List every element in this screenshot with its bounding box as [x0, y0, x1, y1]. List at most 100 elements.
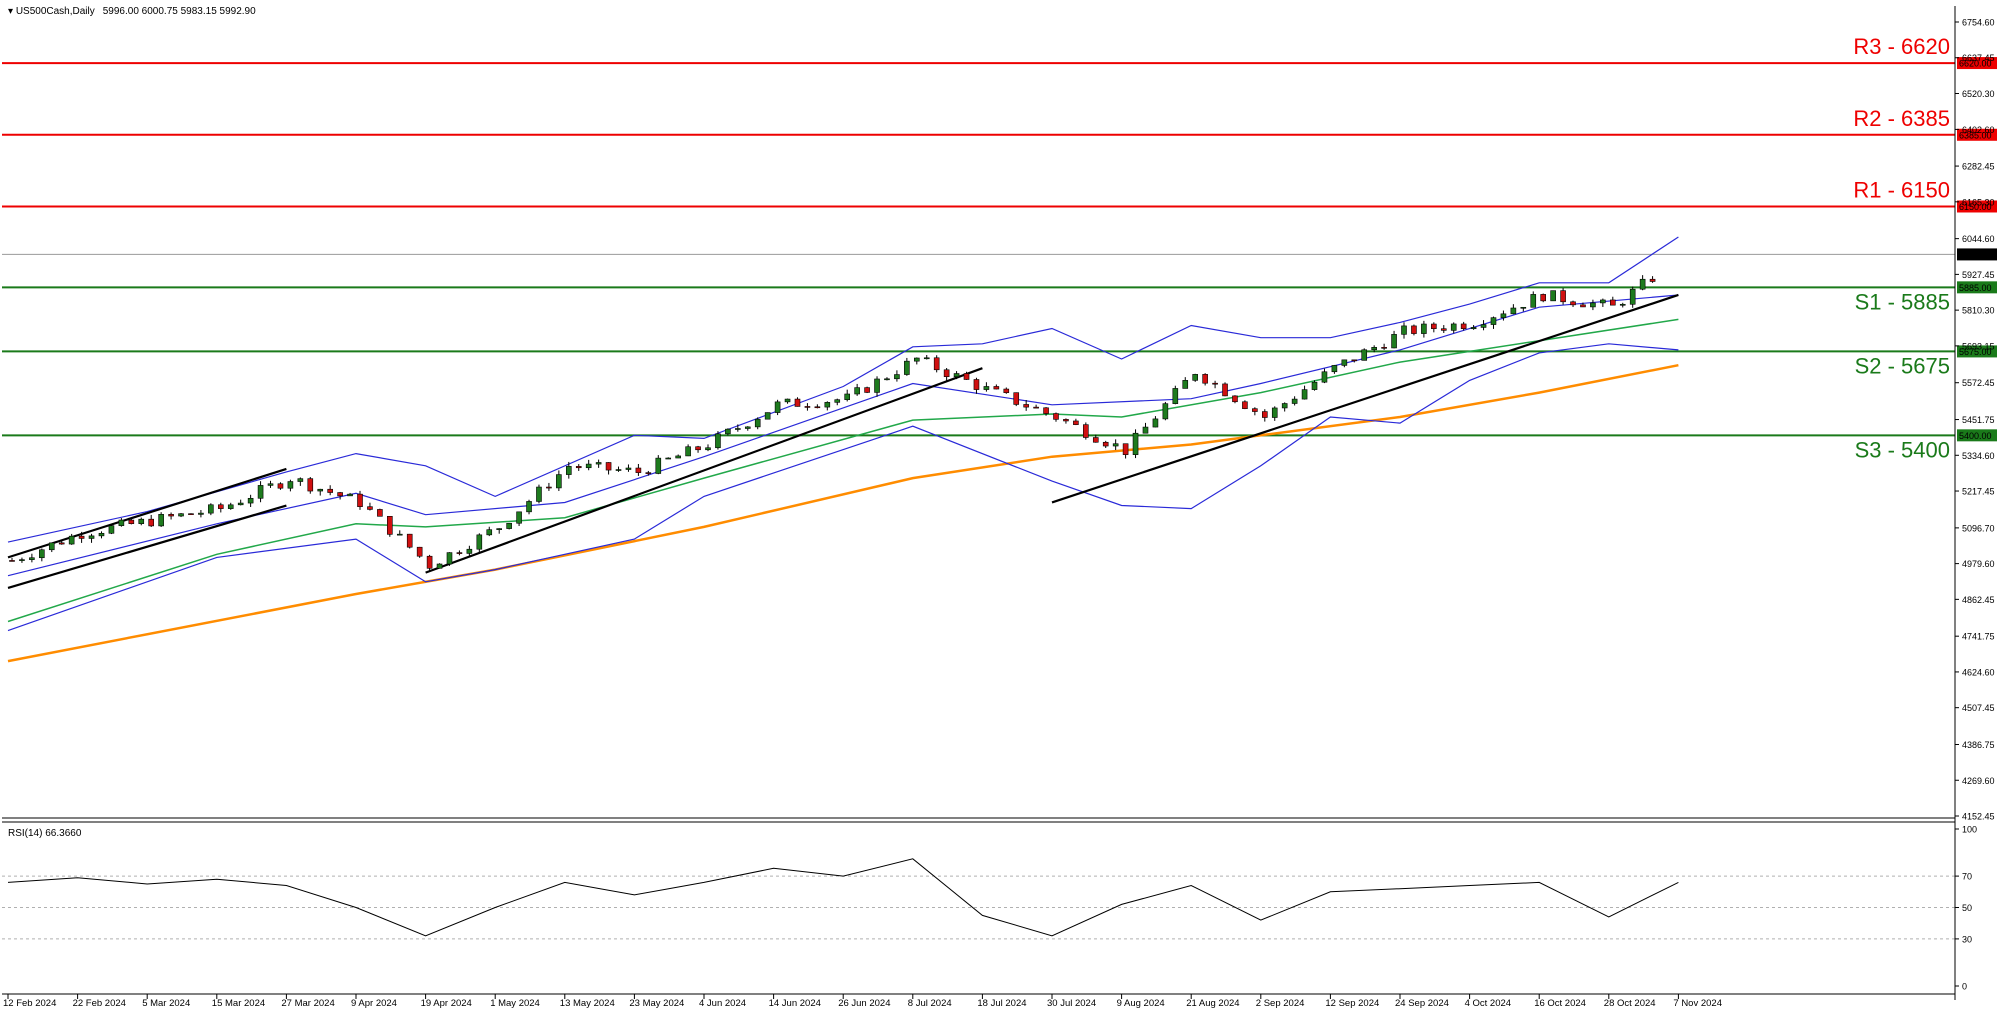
candle-body — [1152, 418, 1159, 428]
time-tick-label: 27 Mar 2024 — [281, 998, 334, 1009]
candle-body — [1500, 313, 1507, 318]
candle-body — [1232, 395, 1238, 403]
candle-body — [1013, 392, 1020, 405]
candle-body — [257, 485, 264, 499]
price-tick-label: 4269.60 — [1962, 776, 1995, 786]
trendline-3 — [425, 367, 983, 574]
candle-body — [814, 406, 821, 409]
price-tick-label: 5572.45 — [1962, 378, 1995, 388]
candle-body — [754, 418, 761, 428]
candle-body — [1401, 325, 1407, 335]
candle-body — [1341, 359, 1348, 366]
candle-body — [645, 472, 652, 474]
candle-body — [1580, 304, 1586, 308]
candle-body — [705, 447, 711, 451]
candle-body — [1252, 408, 1258, 412]
rsi-tick-label: 50 — [1962, 903, 1972, 913]
rsi-line — [7, 858, 1679, 937]
candle-body — [1440, 328, 1447, 331]
candle-body — [1351, 359, 1358, 362]
level-label-s2: S2 - 5675 — [1855, 353, 1950, 378]
price-tick-label: 4624.60 — [1962, 667, 1995, 677]
candle-body — [1291, 398, 1298, 404]
price-tick-label: 4386.75 — [1962, 740, 1995, 750]
candle-body — [48, 542, 55, 551]
candle-body — [128, 519, 135, 524]
candle-body — [78, 535, 85, 539]
level-tag-text-s2: 5675.00 — [1959, 347, 1992, 357]
candle-body — [685, 446, 691, 457]
rsi-tick-label: 70 — [1962, 872, 1972, 882]
candle-body — [1331, 365, 1338, 373]
candle-body — [1043, 407, 1049, 414]
price-tick-label: 6402.60 — [1962, 125, 1995, 135]
candle-body — [993, 386, 1000, 390]
candle-body — [297, 478, 304, 482]
candle-body — [227, 504, 234, 509]
candle-body — [1222, 383, 1228, 397]
time-tick-label: 8 Jul 2024 — [908, 998, 952, 1009]
candle-body — [884, 378, 890, 381]
price-tick-label: 4741.75 — [1962, 632, 1995, 642]
candle-body — [1102, 441, 1109, 447]
candle-body — [1520, 306, 1527, 309]
candle-body — [923, 357, 930, 360]
level-tag-r2 — [1957, 128, 1997, 141]
candle-body — [327, 488, 333, 493]
candle-body — [605, 462, 612, 471]
price-tick-label: 5334.60 — [1962, 451, 1995, 461]
candle-body — [1122, 443, 1129, 455]
time-tick-label: 28 Oct 2024 — [1604, 998, 1656, 1009]
candle-body — [744, 426, 751, 429]
candle-body — [1590, 302, 1596, 308]
candle-body — [1371, 347, 1377, 351]
candle-body — [963, 373, 970, 380]
candle-body — [1421, 323, 1427, 334]
candle-body — [1510, 307, 1517, 315]
candle-body — [1570, 301, 1576, 306]
time-tick-label: 23 May 2024 — [629, 998, 684, 1009]
candle-body — [1132, 432, 1139, 455]
time-tick-label: 21 Aug 2024 — [1186, 998, 1239, 1009]
candle-body — [1540, 294, 1546, 302]
candle-body — [1053, 413, 1059, 420]
candle-body — [367, 506, 373, 510]
caret-icon: ▾ — [8, 6, 16, 17]
candle-body — [1610, 299, 1616, 306]
symbol-name: US500Cash,Daily — [16, 6, 95, 17]
rsi-tick-label: 100 — [1962, 825, 1977, 835]
level-tag-s1 — [1957, 281, 1997, 294]
candle-body — [218, 504, 224, 509]
candle-body — [267, 483, 274, 486]
level-labels: R3 - 6620 6620.00 R2 - 6385 6385.00 R1 - 615… — [1853, 34, 1997, 462]
candle-body — [526, 501, 532, 513]
time-tick-label: 15 Mar 2024 — [212, 998, 265, 1009]
candle-body — [834, 399, 841, 403]
candle-body — [595, 462, 602, 465]
candle-body — [1600, 299, 1606, 304]
candle-body — [585, 463, 592, 469]
candle-body — [1470, 327, 1477, 330]
candle-body — [864, 387, 870, 393]
time-tick-label: 12 Feb 2024 — [3, 998, 56, 1009]
candle-body — [725, 428, 731, 435]
candle-body — [1083, 424, 1089, 438]
candle-body — [1381, 347, 1387, 349]
trendline-4 — [1051, 293, 1679, 504]
candle-body — [774, 401, 781, 413]
level-label-r2: R2 - 6385 — [1853, 106, 1950, 131]
candle-body — [1361, 349, 1368, 361]
candle-body — [735, 428, 741, 430]
time-tick-label: 18 Jul 2024 — [977, 998, 1026, 1009]
candle-body — [496, 528, 503, 530]
candle-body — [88, 535, 95, 539]
candle-body — [1560, 290, 1566, 303]
candle-body — [58, 542, 65, 545]
time-tick-label: 30 Jul 2024 — [1047, 998, 1096, 1009]
candle-body — [277, 483, 284, 489]
candle-body — [307, 478, 314, 492]
time-tick-label: 13 May 2024 — [560, 998, 615, 1009]
candle-body — [377, 509, 383, 517]
level-tag-text-r1: 6150.00 — [1959, 202, 1992, 212]
candle-body — [1033, 406, 1039, 409]
